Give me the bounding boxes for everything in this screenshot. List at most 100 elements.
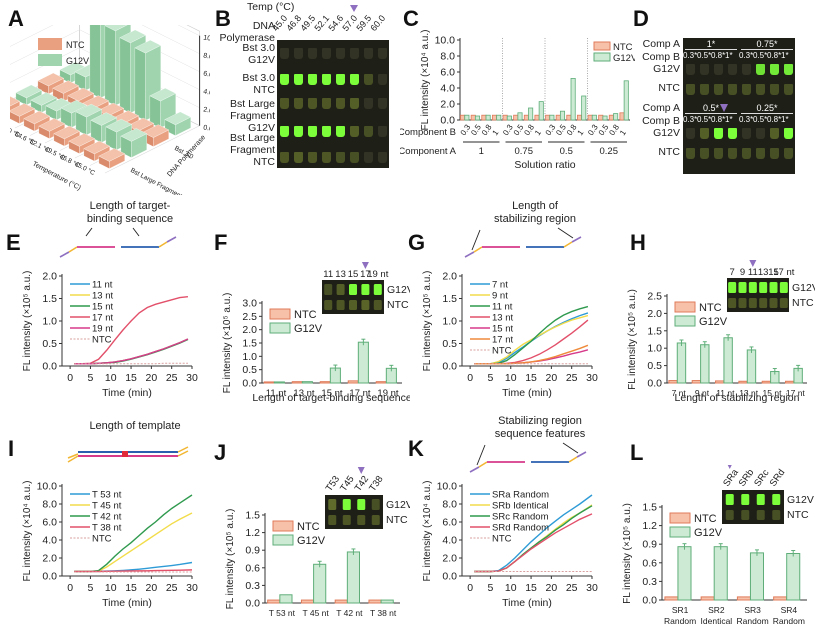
gel-tube [279,152,289,163]
y-tick-label: 1.2 [642,520,657,532]
bar-ntc [576,114,583,121]
pointer-arrow-icon [557,227,574,239]
gel-tube-ntc [770,148,779,159]
y-tick-label: 2.5 [242,311,257,323]
panel-label-i: I [8,436,15,461]
gel-tube [377,98,387,109]
stabilizing-region-left [68,246,78,253]
legend-swatch-ntc [269,308,291,320]
bar-ntc [291,381,303,384]
bar-g12v [506,115,512,121]
diagram-e: Length of target-binding sequence [55,200,205,270]
y-axis-label: FL intensity (×10⁵ a.u.) [22,271,33,372]
bar-ntc [263,381,275,384]
legend-label: T 42 nt [92,512,122,523]
row-label-component-b: Component B [400,127,456,138]
temperature-lane-label: 60.0 [368,13,388,34]
x-tick-label: 5 [88,372,94,384]
gel-row-label-line: Bst Large [230,98,275,110]
legend-swatch-ntc [272,520,294,532]
gel-tube-g12v [769,282,778,293]
legend-label: 13 nt [492,313,513,324]
diagram-title-line: binding sequence [86,213,174,225]
bar-g12v [301,381,313,384]
y-axis-label: FL intensity (×10⁴ a.u.) [420,30,431,131]
legend-label: 13 nt [92,291,113,302]
panel-label-h: H [630,230,646,255]
comp-b-value: 0.3* [739,115,754,124]
x-tick-label: 20 [146,372,158,384]
x-tick-label: T 53 nt [269,608,296,618]
bar-ntc [587,114,593,121]
bar-g12v [700,344,710,384]
bar3d-top [75,103,103,118]
bar-ntc [481,114,487,121]
gel-row-label: Bst 3.0 NTC [197,72,275,96]
x-tick-label: 10 [505,372,517,384]
x-axis-label: Time (min) [502,597,552,609]
gel-row-label-ntc: NTC [386,514,408,526]
gel-tube-ntc [728,298,737,308]
bar-g12v [279,594,293,604]
diagram-title-line: Length of [512,200,558,212]
bar-g12v [602,115,608,121]
bar-g12v [786,553,801,601]
gel-row-label-ntc: NTC [792,297,814,309]
legend-label: NTC [492,346,512,357]
gel-row-label-line: NTC [253,156,275,168]
bar-ntc [664,596,679,601]
gel-tube [363,98,373,109]
gel-tube-g12v [349,284,357,295]
gel-tube [307,126,317,137]
bar-ntc [668,380,678,384]
gel-lane-label: 9 [740,267,745,278]
x-tick-label: 5 [88,582,94,594]
x-tick-label: 30 [186,372,198,384]
y-tick-label: 0.0 [647,378,662,390]
legend-label-g12v: G12V [297,535,326,547]
gel-tube-ntc [686,84,695,95]
gel-tube [307,48,317,59]
legend-swatch-ntc [38,38,62,50]
y-axis-label: FL intensity (×10⁵ a.u.) [225,509,236,610]
bar3d-top [10,103,36,117]
pointer-arrow-icon [132,227,140,237]
legend-label-ntc: NTC [66,40,85,50]
bar-ntc [491,114,498,121]
pointer-arrow-icon [476,444,486,466]
gel-row-label-line: NTC [253,84,275,96]
gel-tube [321,48,331,59]
x-tick-label: 1 [618,128,628,137]
bar-ntc [513,114,519,121]
x-tick-label: 7 nt [672,388,687,398]
bar-g12v [581,95,587,121]
bar3d-top [119,29,147,44]
bar-g12v [485,114,491,121]
gel-lane-label: SRc [752,468,771,489]
x-tick-label: 11 nt [716,388,735,398]
gel-tube-g12v [728,282,737,293]
y-tick-label: 2.0 [442,553,457,565]
overhang-left [67,455,79,463]
x-tick-label: T 45 nt [302,608,329,618]
diagram-title-line: Stabilizing region [498,415,582,427]
gel-tube [363,48,373,59]
gel-tube-ntc [742,148,751,159]
x-tick-label: Random [664,616,696,625]
legend-label-ntc: NTC [699,302,722,314]
bar-ntc [598,114,604,121]
bar3d-side [119,37,131,114]
legend-swatch-ntc [593,41,611,51]
panel-label-k: K [408,436,424,461]
bar-g12v [313,563,327,604]
bar3d-top [68,133,96,147]
x-tick-label: 0 [67,582,73,594]
gel-lane-label: 17 nt [773,267,794,278]
legend-label: SRd Random [492,523,549,534]
gel-tube-g12v [324,284,333,295]
diagram-title-line: Length of template [89,420,181,432]
comp-b-value: 0.8* [711,115,726,124]
bar3d-side [134,47,146,121]
bar-ntc [470,114,476,121]
y-tick-label: 0.9 [245,545,260,557]
